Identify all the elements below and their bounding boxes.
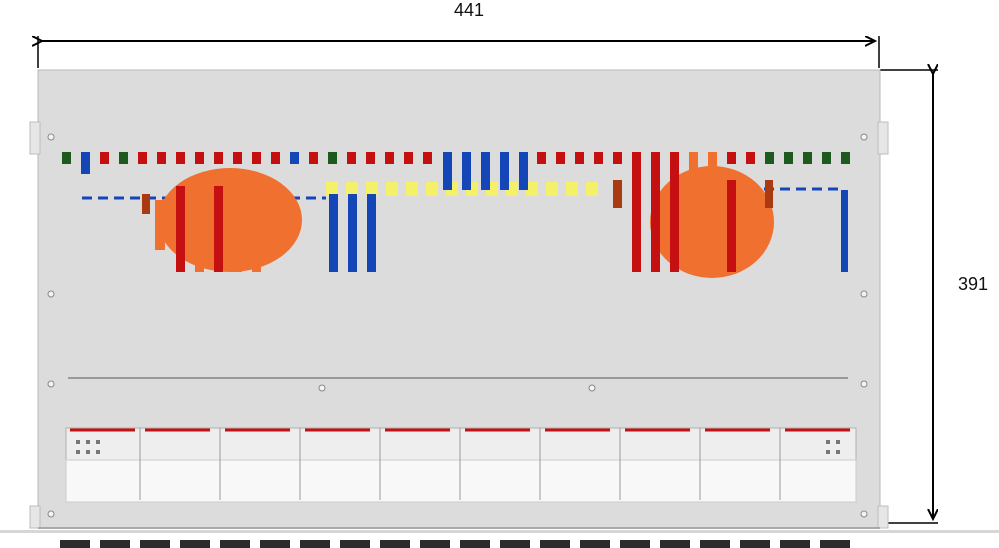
bottom-connector-strip: [60, 540, 850, 548]
left-transformer: [142, 168, 302, 272]
blue-bars: [329, 152, 848, 272]
width-dimension-line: [38, 36, 880, 68]
mounting-holes: [47, 133, 868, 518]
height-dimension-line: [880, 70, 938, 524]
top-terminal-row: [62, 152, 850, 174]
bottom-terminal-blocks: [65, 427, 857, 503]
height-dimension-label: 391: [958, 274, 989, 294]
right-transformer: [613, 152, 774, 278]
yellow-connector-row: [326, 182, 598, 196]
width-dimension-label: 441: [454, 0, 485, 20]
